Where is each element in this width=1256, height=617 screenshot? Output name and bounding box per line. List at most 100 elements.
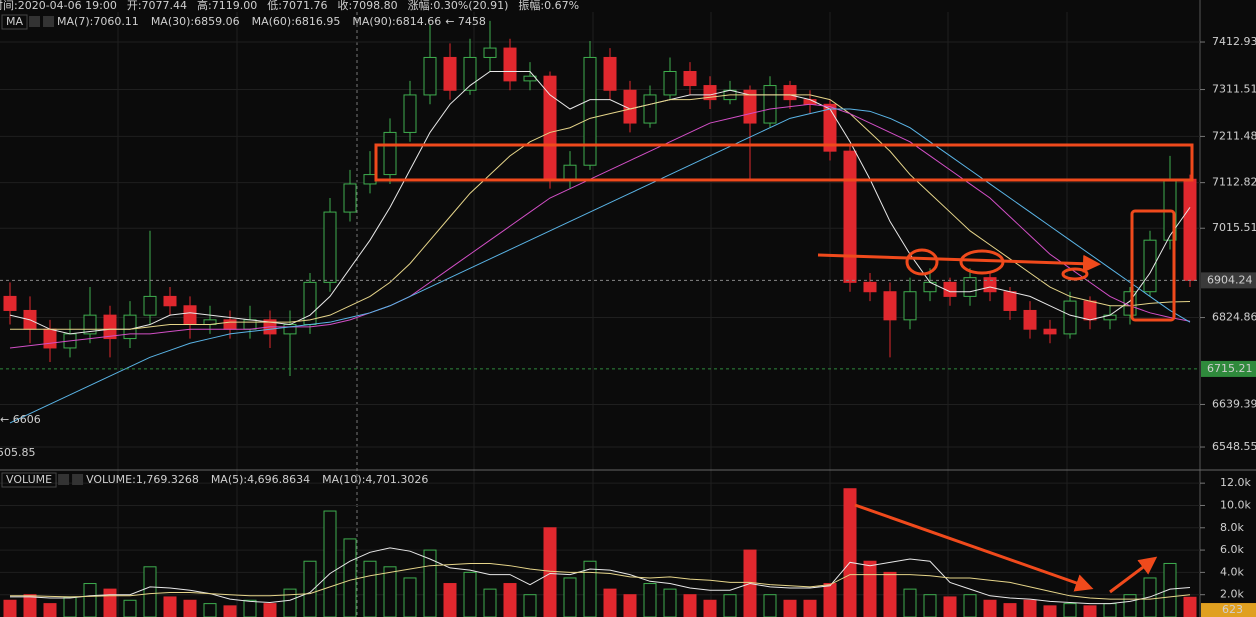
volume-bar xyxy=(543,527,557,617)
volume-bar xyxy=(663,588,677,617)
header-item: 时间:2020-04-06 19:00 xyxy=(0,0,117,12)
ma-line xyxy=(9,71,1191,335)
y-tick-label: 10.0k xyxy=(1220,498,1251,511)
legend-entry: MA(7):7060.11 xyxy=(57,15,139,28)
legend-entry: MA(5):4,696.8634 xyxy=(211,473,310,486)
candle-body xyxy=(1003,291,1017,311)
candle-body xyxy=(1043,328,1057,335)
volume-bar xyxy=(143,566,157,617)
volume-bar xyxy=(303,560,317,617)
volume-bar xyxy=(1043,605,1057,617)
price-marker-label: 6715.21 xyxy=(1207,362,1253,375)
candle-body xyxy=(703,85,717,101)
volume-bar xyxy=(943,596,957,617)
candle-body xyxy=(163,295,177,307)
indicator-box xyxy=(1,472,57,488)
settings-icon xyxy=(29,16,41,27)
candle-body xyxy=(343,183,357,213)
legend-entry: VOLUME:1,769.3268 xyxy=(86,473,199,486)
volume-bar xyxy=(563,577,577,617)
indicator-label: VOLUME xyxy=(6,473,52,486)
volume-bar xyxy=(963,594,977,617)
volume-bar xyxy=(363,560,377,617)
candle-body xyxy=(303,281,317,326)
volume-bar xyxy=(1143,577,1157,617)
legend-entry: MA(10):4,701.3026 xyxy=(322,473,428,486)
volume-bar xyxy=(103,588,117,617)
y-tick-label: 4.0k xyxy=(1220,565,1244,578)
header-item: 高:7119.00 xyxy=(197,0,257,12)
max-label: ← 7458 xyxy=(445,15,486,28)
close-icon xyxy=(72,474,84,485)
volume-ma-line xyxy=(10,547,1191,605)
y-tick-label: 7112.82 xyxy=(1212,176,1256,189)
volume-bar xyxy=(603,588,617,617)
candle-body xyxy=(603,56,617,91)
legend-entry: MA(60):6816.95 xyxy=(252,15,341,28)
price-marker-box xyxy=(1201,360,1256,377)
candle-body xyxy=(903,291,917,321)
candle-body xyxy=(423,56,437,96)
candle-body xyxy=(363,174,377,185)
volume-bar xyxy=(483,588,497,617)
y-tick-label: 6639.39 xyxy=(1212,397,1256,410)
candle-body xyxy=(1083,300,1097,321)
volume-bar xyxy=(3,599,17,617)
volume-bar xyxy=(423,549,437,617)
plot-layer xyxy=(0,20,1205,617)
arrow xyxy=(1109,556,1158,594)
header-item: 振幅:0.67% xyxy=(518,0,579,12)
volume-bar xyxy=(523,594,537,617)
y-tick-label: 7311.51 xyxy=(1212,83,1256,96)
price-marker-label: 6904.24 xyxy=(1207,273,1253,286)
candle-body xyxy=(463,56,477,91)
settings-icon xyxy=(58,474,70,485)
volume-bar xyxy=(323,510,337,617)
volume-bar xyxy=(183,599,197,617)
y-tick-label: 12.0k xyxy=(1220,476,1251,489)
arrow xyxy=(817,253,1101,273)
arrow xyxy=(854,503,1094,592)
volume-bar xyxy=(43,603,57,617)
ma-edge-label: ← 6606 xyxy=(0,413,41,426)
volume-bar xyxy=(823,583,837,617)
y-tick-label: 7412.93 xyxy=(1212,35,1256,48)
volume-marker-box xyxy=(1201,603,1256,617)
volume-bar xyxy=(803,599,817,617)
candle-body xyxy=(103,314,117,340)
volume-bar xyxy=(1063,603,1077,617)
header-item: 收:7098.80 xyxy=(337,0,397,12)
volume-bar xyxy=(1103,603,1117,617)
candle-body xyxy=(223,319,237,330)
breakout-box xyxy=(1130,209,1176,322)
volume-marker-label: 623 xyxy=(1222,603,1243,616)
volume-bar xyxy=(903,588,917,617)
volume-bar xyxy=(123,599,137,617)
candle-body xyxy=(583,56,597,166)
volume-bar xyxy=(243,599,257,617)
candle-body xyxy=(483,47,497,58)
y-tick-label: 6548.55 xyxy=(1212,440,1256,453)
y-tick-label: 6.0k xyxy=(1220,543,1244,556)
volume-bar xyxy=(83,583,97,617)
header-item: 涨幅:0.30%(20.91) xyxy=(408,0,509,12)
candle-body xyxy=(143,295,157,316)
candle-body xyxy=(443,56,457,91)
y-tick-label: 7211.48 xyxy=(1212,129,1256,142)
y-tick-label: 8.0k xyxy=(1220,521,1244,534)
volume-bar xyxy=(1023,599,1037,617)
candle-body xyxy=(243,319,257,330)
y-tick-label: 6824.86 xyxy=(1212,311,1256,324)
volume-bar xyxy=(1163,562,1177,617)
volume-bar xyxy=(863,560,877,617)
ma-line xyxy=(9,103,1191,349)
volume-bar xyxy=(163,596,177,617)
annotations xyxy=(374,143,1194,594)
volume-bar xyxy=(623,594,637,617)
volume-bar xyxy=(383,566,397,617)
volume-bar xyxy=(263,603,277,617)
candle-body xyxy=(1063,300,1077,335)
candle-body xyxy=(843,150,857,283)
